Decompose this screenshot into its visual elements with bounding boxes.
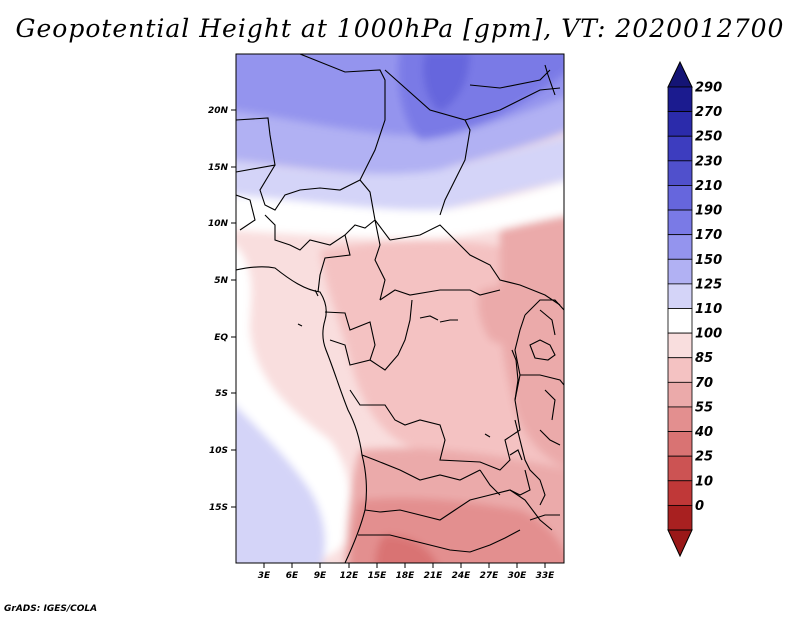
lat-label-EQ: EQ xyxy=(214,333,228,343)
colorbar-cell xyxy=(667,160,693,186)
colorbar: 2902702502302101901701501251101008570554… xyxy=(667,60,722,558)
lon-axis: 3E 6E 9E 12E 15E 18E 21E 24E 27E 30E 33E xyxy=(258,563,555,581)
lon-label-30E: 30E xyxy=(508,571,528,581)
colorbar-label: 10 xyxy=(695,474,713,489)
colorbar-label: 25 xyxy=(695,450,713,465)
colorbar-cell xyxy=(667,480,693,506)
colorbar-cell xyxy=(667,209,693,236)
colorbar-label: 110 xyxy=(695,302,722,317)
colorbar-label: 0 xyxy=(695,499,704,514)
map-frame xyxy=(235,53,565,564)
chart-title: Geopotential Height at 1000hPa [gpm], VT… xyxy=(15,14,785,43)
colorbar-cell xyxy=(667,357,693,383)
lat-label-15S: 15S xyxy=(209,503,228,513)
lon-label-33E: 33E xyxy=(536,571,556,581)
colorbar-label: 190 xyxy=(695,204,722,219)
lat-label-10S: 10S xyxy=(209,446,228,456)
lon-label-24E: 24E xyxy=(452,571,472,581)
colorbar-cell xyxy=(667,504,693,531)
colorbar-label: 40 xyxy=(694,425,713,440)
coastline xyxy=(236,266,367,563)
lat-label-5S: 5S xyxy=(215,389,228,399)
lon-label-9E: 9E xyxy=(314,571,327,581)
colorbar-label: 150 xyxy=(695,253,722,268)
lon-label-21E: 21E xyxy=(424,571,444,581)
colorbar-label: 290 xyxy=(695,81,722,96)
shaded-field xyxy=(236,54,564,563)
colorbar-label: 170 xyxy=(695,228,722,243)
colorbar-cell xyxy=(667,455,693,482)
colorbar-label: 100 xyxy=(695,327,722,342)
lon-label-3E: 3E xyxy=(258,571,271,581)
lon-label-12E: 12E xyxy=(340,571,360,581)
colorbar-cell xyxy=(667,406,693,432)
colorbar-cell xyxy=(667,308,693,334)
colorbar-label: 270 xyxy=(695,105,722,120)
colorbar-top-arrow xyxy=(667,60,693,88)
lon-label-27E: 27E xyxy=(480,571,500,581)
colorbar-cell xyxy=(667,381,693,408)
colorbar-cell xyxy=(667,111,693,137)
colorbar-label: 85 xyxy=(695,351,713,366)
lon-label-18E: 18E xyxy=(396,571,416,581)
colorbar-label: 125 xyxy=(695,277,722,292)
lon-label-6E: 6E xyxy=(286,571,299,581)
colorbar-bottom-arrow xyxy=(667,529,693,558)
lat-label-20N: 20N xyxy=(208,106,229,116)
colorbar-label: 55 xyxy=(695,400,713,415)
colorbar-label: 250 xyxy=(695,130,722,145)
colorbar-label: 70 xyxy=(695,376,713,391)
lon-label-15E: 15E xyxy=(368,571,388,581)
colorbar-cell xyxy=(667,258,693,285)
colorbar-cell xyxy=(667,86,693,113)
colorbar-cell xyxy=(667,283,693,309)
colorbar-label: 230 xyxy=(695,154,722,169)
colorbar-cell xyxy=(667,185,693,211)
grads-credit: GrADS: IGES/COLA xyxy=(4,604,98,614)
lat-label-5N: 5N xyxy=(214,276,228,286)
lat-axis: 20N 15N 10N 5N EQ 5S 10S 15S xyxy=(208,106,236,513)
colorbar-cell xyxy=(667,234,693,260)
colorbar-cell xyxy=(667,332,693,359)
colorbar-cell xyxy=(667,135,693,162)
lat-label-10N: 10N xyxy=(208,219,229,229)
country-borders xyxy=(236,54,564,563)
lat-label-15N: 15N xyxy=(208,163,229,173)
colorbar-label: 210 xyxy=(695,179,722,194)
colorbar-cell xyxy=(667,431,693,457)
